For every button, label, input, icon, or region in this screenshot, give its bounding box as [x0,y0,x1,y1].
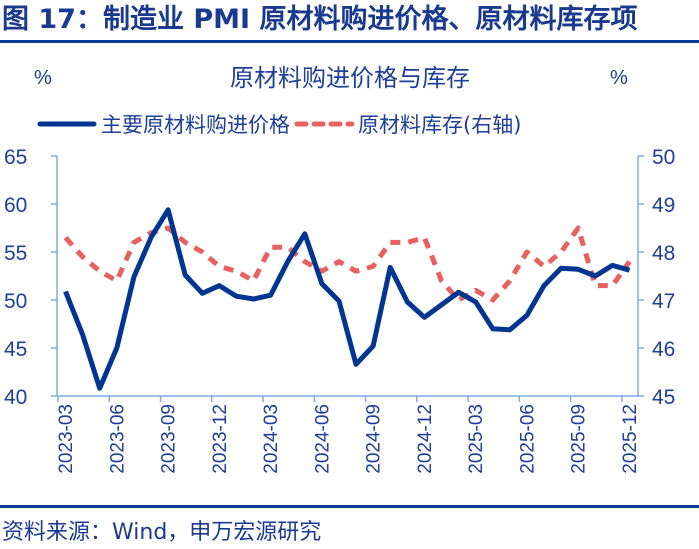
left-axis-unit: % [34,67,52,89]
left-y-tick-label: 60 [4,194,27,217]
right-y-tick-label: 48 [652,242,675,265]
x-tick-label: 2025-09 [569,404,590,474]
x-tick-label: 2023-09 [159,404,180,474]
figure-title: 图 17：制造业 PMI 原材料购进价格、原材料库存项 [2,4,638,35]
x-tick-label: 2024-03 [261,404,282,474]
left-y-tick-label: 65 [4,146,27,169]
x-tick-label: 2025-03 [466,404,487,474]
x-axis-labels: 2023-03 2023-06 2023-09 2023-12 2024-03 2024-… [56,404,641,474]
right-y-tick-label: 47 [652,290,675,313]
right-y-tick-label: 45 [652,386,675,409]
x-tick-label: 2023-03 [56,404,77,474]
top-rule [0,40,699,43]
bottom-rule [0,505,699,508]
x-tick-label: 2023-12 [210,404,231,474]
source-note: 资料来源：Wind，申万宏源研究 [2,520,322,545]
right-y-axis-labels: 50 49 48 47 46 45 [652,146,675,409]
axes [51,155,644,402]
x-tick-label: 2024-06 [312,404,333,474]
x-tick-label: 2024-12 [415,404,436,474]
x-tick-label: 2024-09 [364,404,385,474]
series-raw-material-purchase-price [63,207,631,391]
x-tick-label: 2025-06 [517,404,538,474]
x-tick-label: 2023-06 [107,404,128,474]
right-y-tick-label: 46 [652,338,675,361]
left-y-tick-label: 55 [4,242,27,265]
x-tick-label: 2025-12 [620,404,641,474]
left-y-tick-label: 50 [4,290,27,313]
legend-label-inventory: 原材料库存(右轴) [358,113,521,137]
right-y-tick-label: 50 [652,146,675,169]
chart-title: 原材料购进价格与库存 [230,64,470,92]
series-raw-material-inventory [63,225,632,303]
legend-label-price: 主要原材料购进价格 [101,113,290,137]
right-axis-unit: % [610,67,628,89]
legend: 主要原材料购进价格 原材料库存(右轴) [37,113,521,137]
right-y-tick-label: 49 [652,194,675,217]
left-y-tick-label: 45 [4,338,27,361]
left-y-tick-label: 40 [4,386,27,409]
left-y-axis-labels: 65 60 55 50 45 40 [4,146,27,409]
